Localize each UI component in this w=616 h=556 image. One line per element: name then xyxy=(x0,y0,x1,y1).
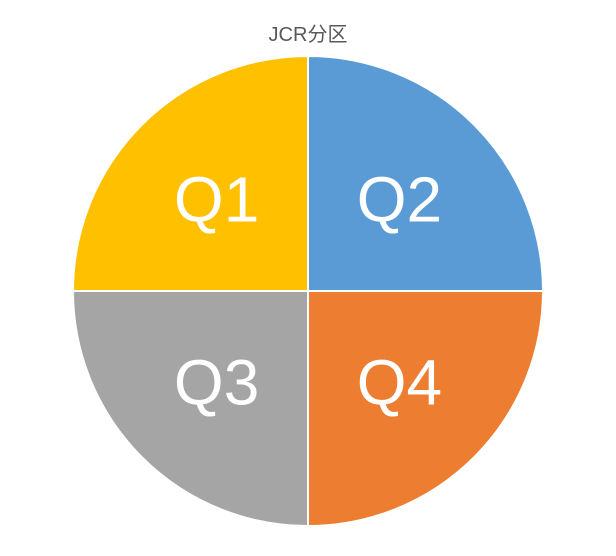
pie-wrapper: Q1 Q2 Q3 Q4 xyxy=(73,56,543,531)
pie-chart-container: JCR分区 Q1 Q2 Q3 Q4 xyxy=(0,0,616,556)
slice-label-q3: Q3 xyxy=(174,346,259,418)
slice-label-q4: Q4 xyxy=(357,346,442,418)
slice-label-q1: Q1 xyxy=(174,164,259,236)
slice-label-q2: Q2 xyxy=(357,164,442,236)
pie-chart-svg: Q1 Q2 Q3 Q4 xyxy=(73,56,543,526)
chart-title: JCR分区 xyxy=(269,18,348,47)
